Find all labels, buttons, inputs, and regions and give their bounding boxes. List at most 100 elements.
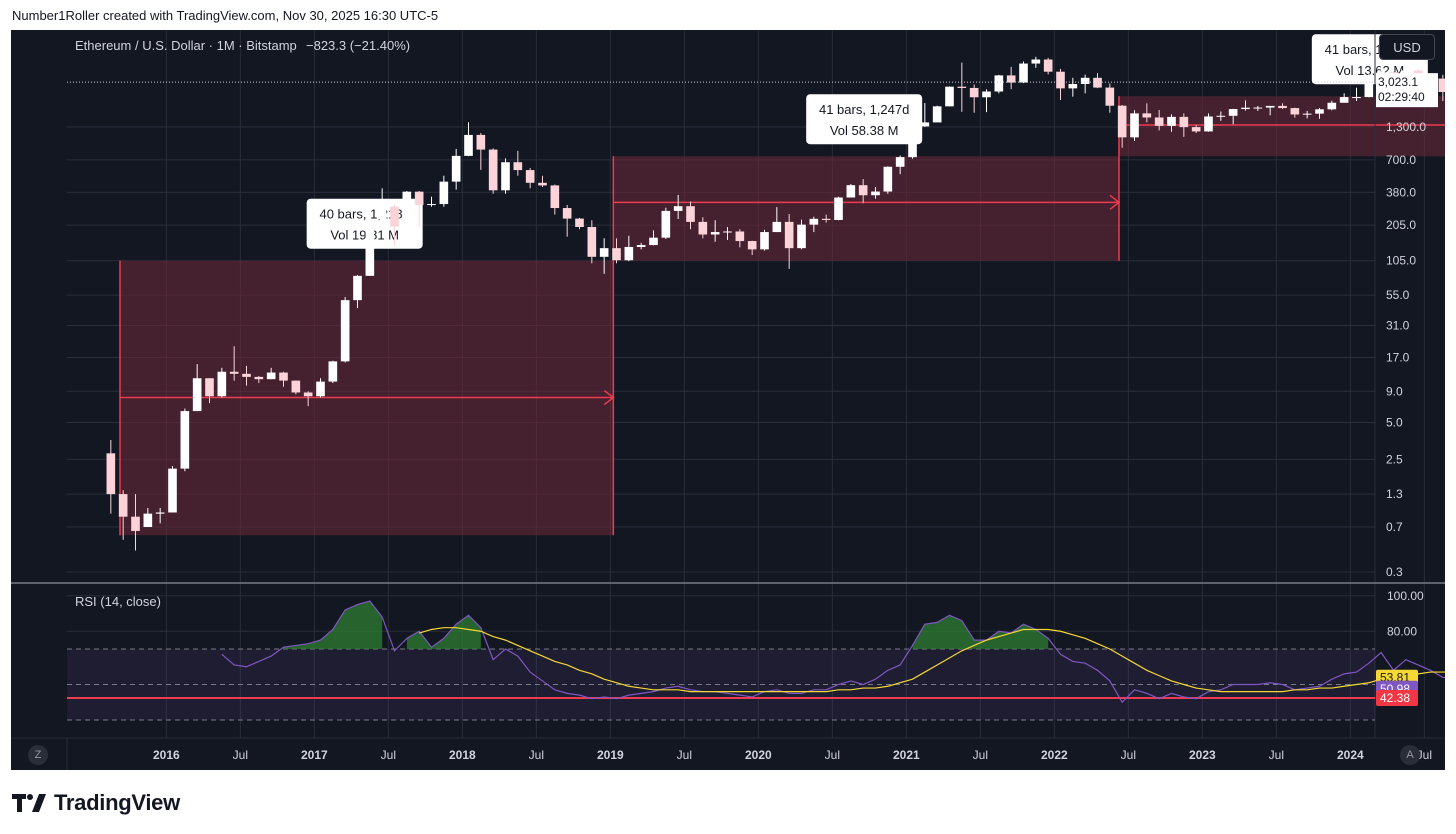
price-tick-label: 5.0 — [1386, 416, 1403, 430]
candle-body — [1278, 105, 1287, 109]
price-tick-label: 0.3 — [1386, 565, 1403, 579]
candle-body — [957, 86, 967, 88]
candle-body — [575, 218, 584, 228]
candle-body — [1413, 70, 1423, 76]
range-arrow-head — [603, 389, 615, 406]
candle-body — [1302, 113, 1312, 115]
time-tick-label: 2021 — [893, 748, 920, 762]
candle-body — [538, 182, 547, 186]
candle-body — [427, 204, 436, 206]
candle-body — [180, 411, 190, 469]
candle-body — [920, 122, 930, 127]
change-legend: −823.3 (−21.40%) — [306, 38, 410, 53]
candle-body — [649, 237, 658, 246]
candle-body — [402, 191, 412, 227]
price-tick-label: 17.0 — [1386, 350, 1410, 364]
candle-body — [464, 134, 473, 156]
candle-body — [1068, 83, 1078, 89]
price-tick-label: 105.0 — [1386, 254, 1416, 268]
range-bars-label: 41 bars, 1,247d — [819, 102, 909, 117]
candle-body — [858, 185, 868, 196]
auto-scale-a-button[interactable]: A — [1400, 745, 1420, 765]
candle-body — [118, 494, 128, 517]
candle-body — [365, 219, 375, 276]
candle-body — [1105, 87, 1115, 106]
candle-body — [1290, 108, 1300, 115]
candle-body — [192, 378, 202, 412]
candle-body — [747, 241, 757, 250]
chart-frame[interactable]: 40 bars, 1,218d Vol 19.81 M 41 bars, 1,247… — [11, 30, 1445, 770]
rsi-tick-label: 80.00 — [1387, 624, 1417, 638]
currency-button[interactable]: USD — [1379, 34, 1435, 60]
candle-body — [291, 380, 301, 393]
candle-body — [994, 75, 1004, 92]
candle-body — [908, 126, 917, 158]
last-price-tag: 3,023.102:29:40 — [1376, 73, 1438, 108]
candle-body — [1006, 75, 1016, 83]
candle-body — [1117, 105, 1127, 138]
rsi-line-tag: 42.38 — [1380, 691, 1410, 705]
candle-body — [1327, 102, 1337, 110]
time-tick-label: Jul — [529, 748, 544, 762]
rsi-tick-label: 100.00 — [1387, 589, 1424, 603]
candle-body — [895, 157, 905, 167]
candle-body — [513, 162, 523, 171]
candle-body — [168, 468, 177, 513]
time-tick-label: Jul — [677, 748, 692, 762]
candle-body — [1315, 109, 1324, 114]
tradingview-logo: TradingView — [12, 790, 180, 816]
time-tick-label: Jul — [973, 748, 988, 762]
rsi-overbought-fill — [406, 615, 481, 649]
time-tick-label: 2023 — [1189, 748, 1216, 762]
candle-body — [303, 392, 313, 397]
candle-body — [1352, 97, 1361, 99]
candle-body — [1043, 59, 1053, 72]
brand-name: TradingView — [54, 790, 180, 815]
candle-body — [982, 91, 991, 98]
time-tick-label: 2019 — [597, 748, 624, 762]
candle-body — [673, 206, 683, 211]
candle-body — [945, 86, 954, 107]
range-bars-label: 40 bars, 1,218d — [319, 207, 409, 222]
candle-body — [797, 224, 806, 249]
chart-credit: Number1Roller created with TradingView.c… — [12, 8, 439, 23]
time-tick-label: 2018 — [449, 748, 476, 762]
rsi-legend: RSI (14, close) — [75, 594, 161, 609]
rsi-overbought-fill — [912, 615, 1049, 649]
tradingview-logo-icon — [12, 794, 46, 812]
candle-body — [599, 248, 609, 257]
candle-body — [1154, 117, 1164, 126]
candle-body — [1438, 78, 1445, 92]
candle-body — [821, 218, 831, 220]
range-label-box — [806, 94, 923, 145]
candle-body — [562, 208, 572, 219]
candle-body — [340, 300, 350, 362]
measure-ranges: 40 bars, 1,218d Vol 19.81 M 41 bars, 1,247… — [119, 34, 1445, 536]
candle-body — [1191, 127, 1201, 132]
time-tick-label: Jul — [381, 748, 396, 762]
candle-body — [1253, 107, 1263, 109]
candle-body — [1179, 116, 1189, 128]
price-tick-label: 2.5 — [1386, 452, 1403, 466]
candle-body — [451, 155, 461, 182]
candle-body — [809, 218, 819, 225]
time-tick-label: 2017 — [301, 748, 328, 762]
price-tick-label: 1,300.0 — [1386, 120, 1426, 134]
candle-body — [698, 221, 708, 235]
candle-body — [205, 378, 214, 397]
candle-body — [1056, 71, 1065, 89]
candle-body — [1216, 115, 1226, 117]
time-tick-label: Jul — [1417, 748, 1432, 762]
candle-body — [784, 221, 794, 249]
candle-body — [242, 373, 251, 377]
candle-body — [1339, 97, 1349, 103]
auto-scale-z-button[interactable]: Z — [28, 745, 48, 765]
candle-body — [279, 372, 288, 381]
price-tick-label: 700.0 — [1386, 153, 1416, 167]
price-chart[interactable]: 40 bars, 1,218d Vol 19.81 M 41 bars, 1,247… — [11, 30, 1445, 770]
time-tick-label: Jul — [233, 748, 248, 762]
candle-body — [390, 206, 399, 227]
candle-body — [1130, 113, 1139, 138]
time-tick-label: 2024 — [1337, 748, 1364, 762]
